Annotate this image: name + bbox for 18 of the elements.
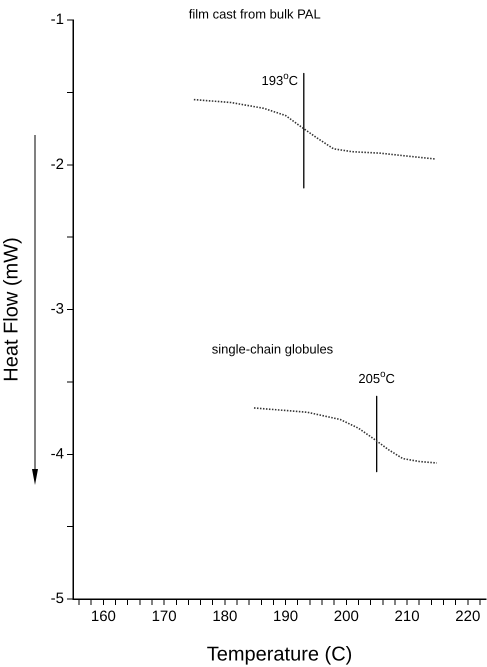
x-tick-label: 210 <box>394 608 420 626</box>
x-axis-title: Temperature (C) <box>206 644 352 666</box>
annotation: film cast from bulk PAL <box>188 6 321 22</box>
line-series <box>193 98 436 160</box>
x-tick-label: 220 <box>455 608 480 626</box>
line-series <box>253 407 438 464</box>
x-tick-label: 160 <box>90 608 116 626</box>
x-tick-label: 190 <box>273 608 298 626</box>
y-tick-label: -1 <box>50 11 64 28</box>
y-tick-label: -5 <box>50 590 64 608</box>
x-tick-label: 180 <box>212 608 238 626</box>
x-tick-label: 200 <box>334 608 359 626</box>
y-tick-label: -4 <box>50 445 64 462</box>
y-tick-label: -3 <box>50 300 64 318</box>
annotation: single-chain globules <box>212 342 334 357</box>
x-tick-label: 170 <box>152 608 177 626</box>
y-axis-title: Heat Flow (mW) <box>0 237 23 382</box>
y-tick-label: -2 <box>50 156 64 173</box>
